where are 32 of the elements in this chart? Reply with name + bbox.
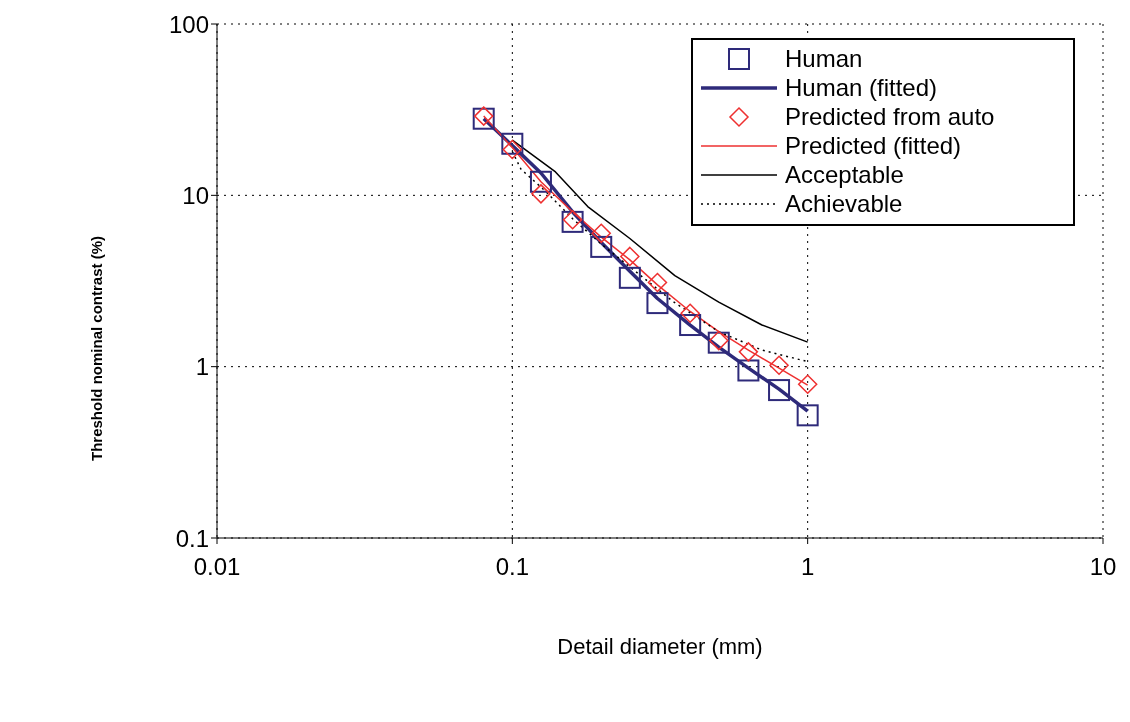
point	[531, 184, 551, 204]
y-tick-label: 1	[195, 353, 209, 381]
point	[680, 303, 700, 323]
point	[529, 170, 552, 193]
x-tick-label: 1	[800, 553, 815, 581]
legend-label: Acceptable	[785, 160, 904, 189]
x-tick-label: 0.01	[193, 553, 241, 581]
y-tick-label: 10	[182, 181, 209, 209]
point	[618, 266, 641, 289]
point	[769, 355, 789, 375]
y-tick-label: 0.1	[175, 524, 209, 552]
point	[591, 223, 611, 244]
point	[501, 132, 524, 155]
x-tick-label: 10	[1089, 553, 1117, 581]
x-axis-title: Detail diameter (mm)	[557, 633, 763, 659]
point	[737, 359, 760, 382]
point	[590, 235, 613, 258]
legend-label: Human	[785, 44, 863, 73]
point	[797, 374, 818, 394]
legend-label: Predicted from auto	[785, 102, 995, 131]
point	[679, 314, 702, 337]
legend-label: Predicted (fitted)	[785, 131, 962, 160]
y-axis-title: Threshold nominal contrast (%)	[88, 235, 106, 461]
legend-label: Human (fitted)	[785, 73, 938, 102]
point	[738, 342, 759, 362]
point	[768, 379, 791, 402]
x-tick-label: 0.1	[495, 553, 530, 581]
point	[620, 246, 640, 267]
legend-label: Achievable	[785, 189, 903, 218]
point	[796, 404, 819, 427]
y-tick-label: 100	[168, 10, 209, 38]
point	[502, 139, 523, 160]
